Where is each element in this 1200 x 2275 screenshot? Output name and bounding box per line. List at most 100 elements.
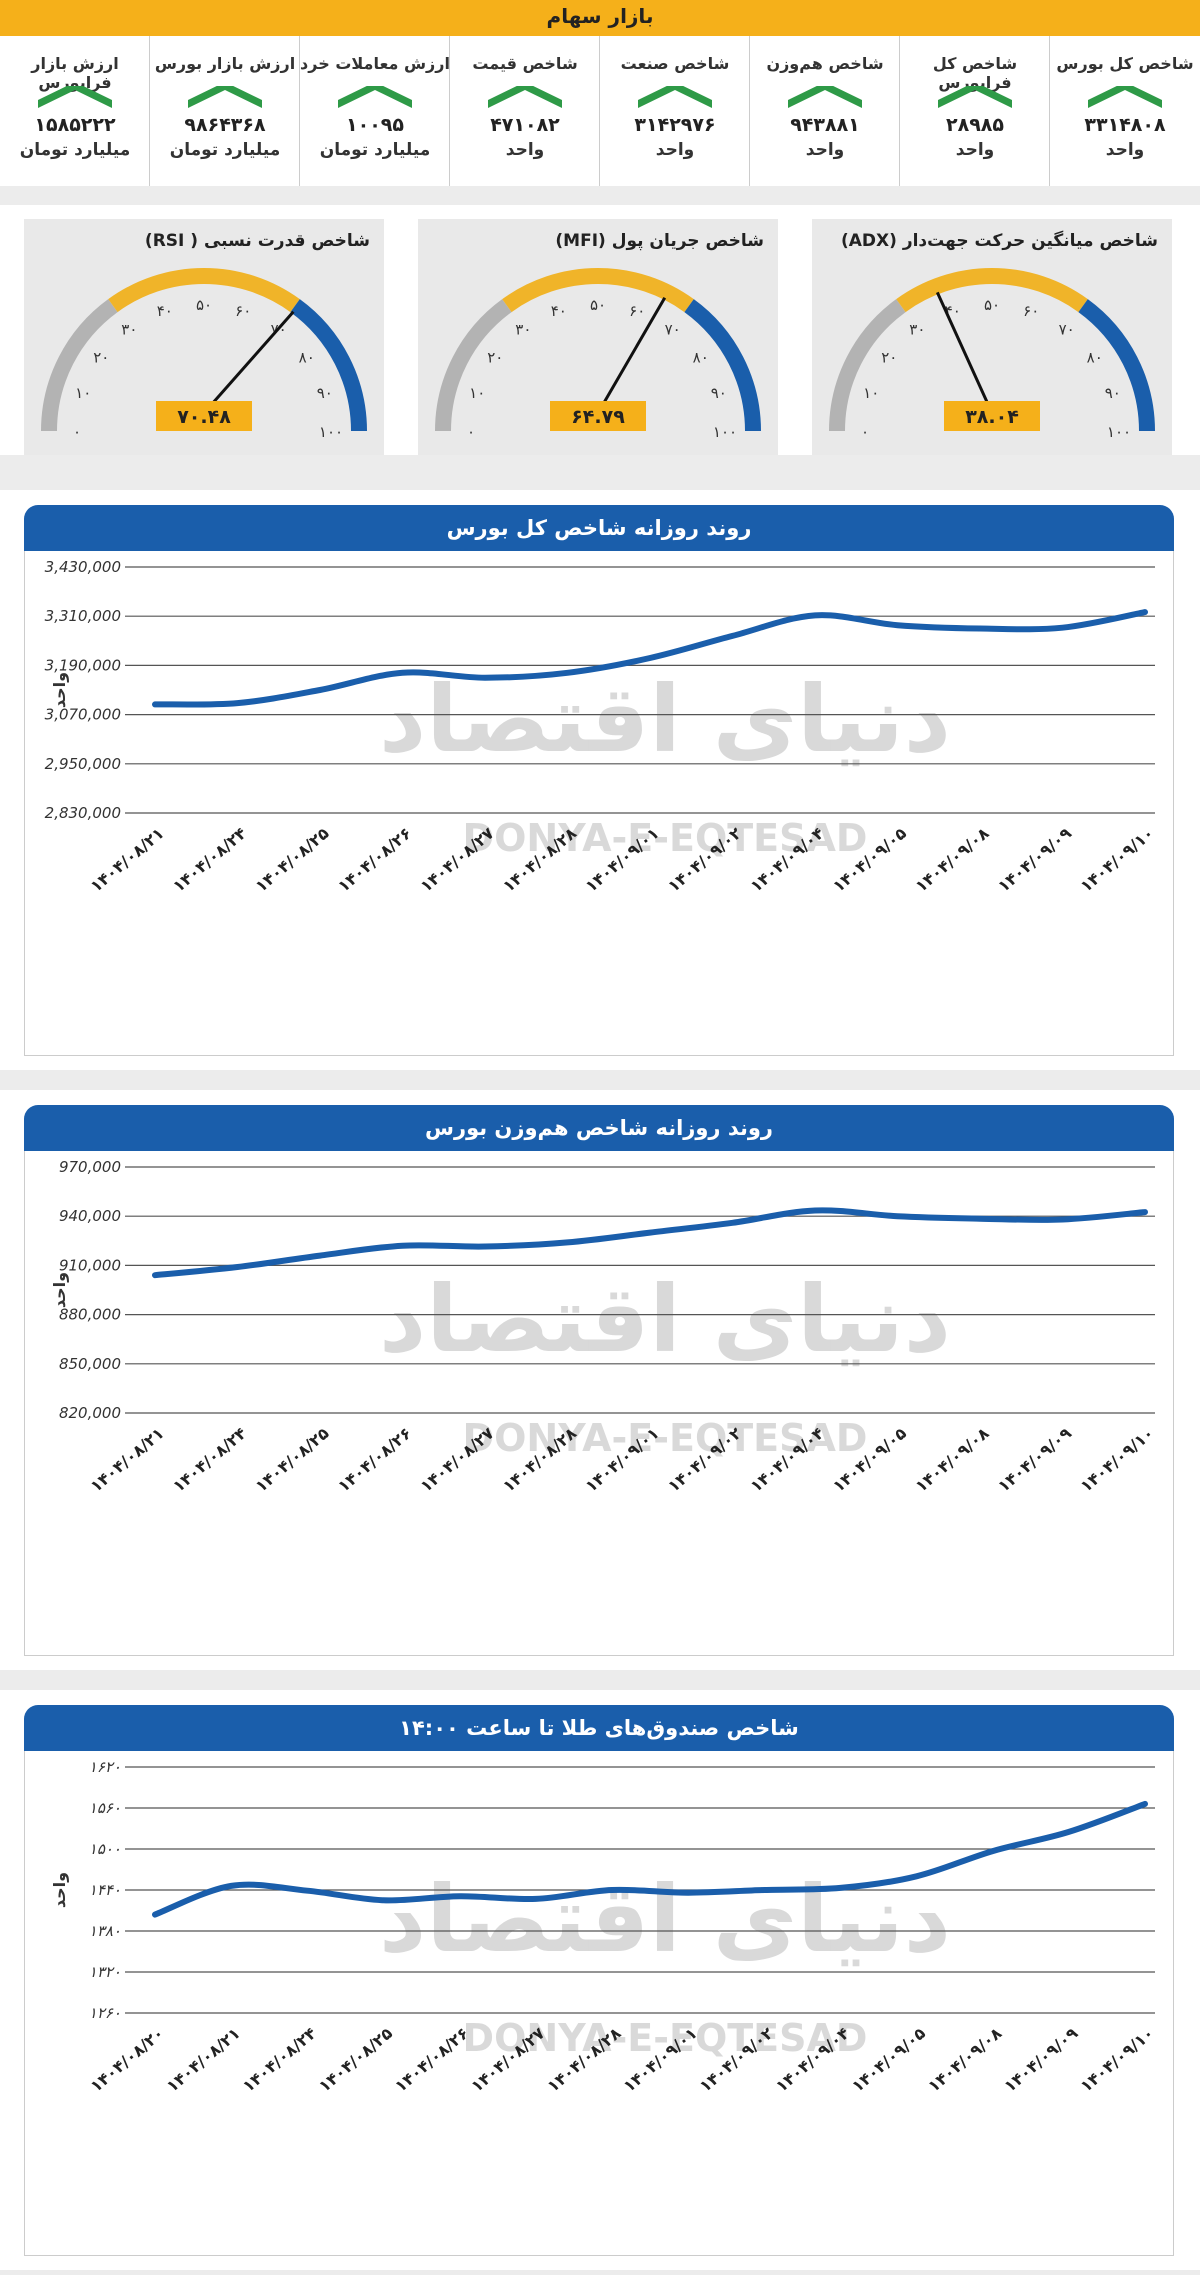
gauge-arc-high	[1078, 299, 1155, 432]
gauge-value-label: ۷۰.۴۸	[177, 406, 231, 428]
gauge-mfi: شاخص جریان پول (MFI) ۰ ۱۰ ۲۰ ۳۰ ۴۰ ۵۰ ۶۰ ۷۰ ۸۰ ۹۰…	[418, 219, 778, 455]
gauge-value-label: ۳۸.۰۴	[965, 406, 1019, 428]
gauge-tick-label: ۵۰	[196, 296, 212, 314]
stat-value: ۴۷۱۰۸۲	[490, 114, 560, 136]
gauge-arc-high	[290, 299, 367, 432]
x-tick-label: ۱۴۰۴/۰۸/۲۱	[163, 2024, 244, 2096]
gauge-tick-label: ۷۰	[1059, 320, 1075, 338]
stat-value: ۳۳۱۴۸۰۸	[1084, 114, 1166, 136]
gauge-tick-label: ۴۰	[157, 302, 173, 320]
chart-box: دنیای اقتصاد DONYA-E-EQTESAD واحد 2,830,000…	[24, 551, 1174, 1056]
y-tick-label: ۱۳۲۰	[89, 1963, 121, 1981]
stat-value: ۹۸۶۴۳۶۸	[184, 114, 266, 136]
gauge-tick-label: ۰	[861, 423, 869, 441]
gauge-tick-label: ۶۰	[235, 302, 251, 320]
stat-label: شاخص هم‌وزن	[766, 54, 884, 73]
x-tick-label: ۱۴۰۴/۰۸/۲۱	[87, 824, 168, 896]
y-tick-label: 850,000	[59, 1355, 121, 1373]
x-tick-label: ۱۴۰۴/۰۹/۰۹	[1000, 2023, 1081, 2095]
stat-unit: واحد	[655, 140, 695, 160]
stat-label: شاخص قیمت	[472, 54, 578, 73]
gauge-arc-mid	[502, 268, 694, 313]
gauge-tick-label: ۵۰	[590, 296, 606, 314]
y-tick-label: 3,430,000	[45, 558, 121, 576]
y-tick-label: ۱۵۰۰	[89, 1840, 121, 1858]
chart-title: شاخص صندوق‌های طلا تا ساعت ۱۴:۰۰	[24, 1705, 1174, 1751]
y-tick-label: ۱۳۸۰	[89, 1922, 121, 1940]
stat-unit: میلیارد تومان	[19, 140, 131, 160]
y-tick-label: 3,310,000	[45, 607, 121, 625]
top-header: بازار سهام	[0, 0, 1200, 52]
stat-retail-value: ارزش معاملات خرد ۱۰۰۹۵ میلیارد تومان	[299, 36, 450, 186]
gauge-arc-mid	[896, 268, 1088, 313]
gauge-needle	[202, 310, 295, 414]
chart-box: دنیای اقتصاد DONYA-E-EQTESAD واحد ۱۲۶۰ ۱۳۲۰ ۱…	[24, 1751, 1174, 2256]
stat-value: ۳۱۴۲۹۷۶	[634, 114, 716, 136]
stat-unit: واحد	[505, 140, 545, 160]
x-tick-label: ۱۴۰۴/۰۹/۰۸	[912, 1423, 993, 1495]
y-axis-label: واحد	[50, 672, 69, 708]
gauge-tick-label: ۹۰	[711, 384, 727, 402]
gauge-adx: شاخص میانگین حرکت جهت‌دار (ADX) ۰ ۱۰ ۲۰ ۳۰ ۴…	[812, 219, 1172, 455]
gauge-tick-label: ۶۰	[629, 302, 645, 320]
stat-label: ارزش بازار فرابورس	[31, 54, 119, 92]
stat-unit: میلیارد تومان	[169, 140, 281, 160]
gauge-tick-label: ۳۰	[909, 320, 925, 338]
chart-svg: دنیای اقتصاد DONYA-E-EQTESAD واحد 820,000 85…	[50, 1158, 1158, 1496]
y-tick-label: ۱۶۲۰	[89, 1758, 121, 1776]
y-tick-label: 3,190,000	[45, 656, 121, 674]
watermark-persian: دنیای اقتصاد	[379, 1266, 951, 1373]
y-tick-label: ۱۴۴۰	[89, 1881, 121, 1899]
stat-bourse-market-value: ارزش بازار بورس ۹۸۶۴۳۶۸ میلیارد تومان	[149, 36, 300, 186]
gauge-arc-high	[684, 299, 761, 432]
x-tick-label: ۱۴۰۴/۰۸/۲۴	[239, 2023, 320, 2095]
y-tick-label: 970,000	[59, 1158, 121, 1176]
stat-unit: واحد	[955, 140, 995, 160]
gauge-tick-label: ۳۰	[515, 320, 531, 338]
y-tick-label: 940,000	[59, 1207, 121, 1225]
stats-strip: شاخص کل بورس ۳۳۱۴۸۰۸ واحد شاخص کل فرابور…	[0, 36, 1200, 186]
y-tick-label: 820,000	[59, 1404, 121, 1422]
y-tick-label: ۱۲۶۰	[89, 2004, 121, 2022]
gauge-tick-label: ۴۰	[551, 302, 567, 320]
gauge-tick-label: ۱۰۰	[1107, 423, 1131, 441]
y-tick-label: 3,070,000	[45, 706, 121, 724]
gauge-tick-label: ۰	[73, 423, 81, 441]
gauge-needle	[596, 297, 667, 414]
up-chevron-icon	[338, 86, 412, 108]
y-tick-label: 880,000	[59, 1306, 121, 1324]
stat-value: ۲۸۹۸۵	[946, 114, 1004, 136]
watermark-latin: DONYA-E-EQTESAD	[463, 816, 868, 860]
gauge-arc-low	[829, 299, 906, 432]
gauge-tick-label: ۲۰	[93, 348, 109, 366]
gauge-title: شاخص جریان پول (MFI)	[555, 231, 764, 251]
gauge-tick-label: ۲۰	[487, 348, 503, 366]
gauge-arc-low	[41, 299, 118, 432]
x-tick-label: ۱۴۰۴/۰۹/۰۸	[912, 823, 993, 895]
stat-label: شاخص کل فرابورس	[932, 54, 1018, 92]
chart-svg: دنیای اقتصاد DONYA-E-EQTESAD واحد 2,830,000…	[45, 558, 1158, 896]
chart-panel-equal-weight: روند روزانه شاخص هم‌وزن بورس دنیای اقتصا…	[0, 1090, 1200, 1670]
x-tick-label: ۱۴۰۴/۰۸/۲۵	[315, 2023, 396, 2095]
gauge-title: شاخص قدرت نسبی ( RSI)	[144, 231, 370, 251]
stat-industry: شاخص صنعت ۳۱۴۲۹۷۶ واحد	[599, 36, 750, 186]
stat-value: ۹۴۳۸۸۱	[790, 114, 860, 136]
up-chevron-icon	[638, 86, 712, 108]
gauge-value-box	[944, 401, 1040, 431]
x-tick-label: ۱۴۰۴/۰۸/۲۵	[252, 1423, 333, 1495]
x-tick-label: ۱۴۰۴/۰۸/۲۱	[87, 1424, 168, 1496]
stat-equal-weight: شاخص هم‌وزن ۹۴۳۸۸۱ واحد	[749, 36, 900, 186]
gauge-tick-label: ۸۰	[299, 348, 315, 366]
stat-tedpix: شاخص کل بورس ۳۳۱۴۸۰۸ واحد	[1049, 36, 1200, 186]
gauge-tick-label: ۹۰	[1105, 384, 1121, 402]
gauge-title: شاخص میانگین حرکت جهت‌دار (ADX)	[840, 231, 1158, 251]
x-tick-label: ۱۴۰۴/۰۹/۰۹	[994, 823, 1075, 895]
up-chevron-icon	[488, 86, 562, 108]
y-tick-label: ۱۵۶۰	[89, 1799, 121, 1817]
gauge-value-box	[156, 401, 252, 431]
gauge-tick-label: ۱۰	[75, 384, 91, 402]
gauge-tick-label: ۱۰	[469, 384, 485, 402]
y-axis-label: واحد	[50, 1272, 69, 1308]
gauge-rsi: شاخص قدرت نسبی ( RSI) ۰۱۰۲۰۳۰۴۰۵۰۶۰۷۰۸۰۹…	[24, 219, 384, 455]
gauge-tick-label: ۱۰۰	[713, 423, 737, 441]
